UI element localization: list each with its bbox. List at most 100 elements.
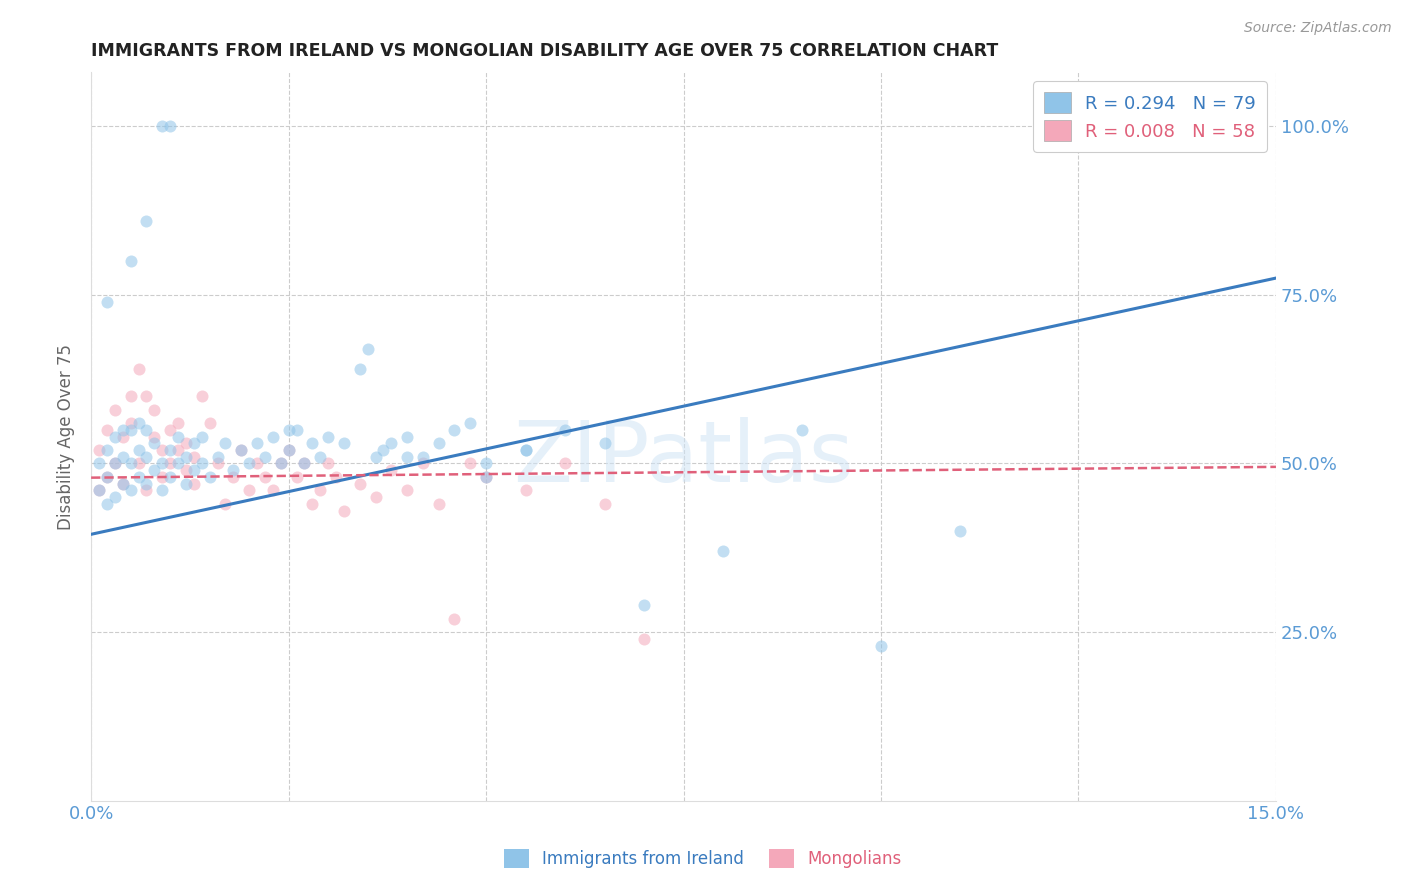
Legend: Immigrants from Ireland, Mongolians: Immigrants from Ireland, Mongolians [498, 842, 908, 875]
Point [96, 470, 118, 484]
Point [475, 457, 498, 471]
Point [174, 450, 197, 464]
Point [198, 470, 221, 484]
Legend: R = 0.294   N = 79, R = 0.008   N = 58: R = 0.294 N = 79, R = 0.008 N = 58 [1033, 81, 1267, 152]
Point [309, 450, 332, 464]
Point [238, 457, 260, 471]
Point [120, 483, 142, 498]
Point [96, 423, 118, 437]
Point [174, 476, 197, 491]
Point [475, 470, 498, 484]
Point [96, 442, 118, 457]
Point [104, 490, 127, 504]
Point [128, 457, 150, 471]
Point [349, 476, 371, 491]
Point [150, 470, 173, 484]
Point [333, 504, 356, 518]
Point [96, 497, 118, 511]
Point [222, 470, 245, 484]
Point [135, 483, 157, 498]
Point [222, 463, 245, 477]
Point [277, 442, 299, 457]
Point [143, 429, 166, 443]
Point [183, 436, 205, 450]
Point [711, 544, 734, 558]
Point [515, 442, 537, 457]
Point [167, 457, 190, 471]
Point [104, 429, 127, 443]
Point [380, 463, 402, 477]
Point [554, 457, 576, 471]
Point [111, 476, 134, 491]
Point [285, 470, 308, 484]
Point [96, 294, 118, 309]
Point [301, 436, 323, 450]
Point [294, 457, 316, 471]
Point [135, 450, 157, 464]
Point [120, 254, 142, 268]
Point [356, 342, 378, 356]
Point [104, 402, 127, 417]
Point [159, 120, 181, 134]
Y-axis label: Disability Age Over 75: Disability Age Over 75 [58, 343, 75, 530]
Point [135, 213, 157, 227]
Point [231, 442, 253, 457]
Point [167, 442, 190, 457]
Point [870, 639, 893, 653]
Point [143, 463, 166, 477]
Point [380, 436, 402, 450]
Point [458, 457, 481, 471]
Point [159, 423, 181, 437]
Point [87, 457, 110, 471]
Point [214, 436, 236, 450]
Point [515, 483, 537, 498]
Point [207, 450, 229, 464]
Point [633, 632, 655, 646]
Point [253, 470, 276, 484]
Point [443, 611, 465, 625]
Point [593, 497, 616, 511]
Point [316, 457, 339, 471]
Point [150, 457, 173, 471]
Point [214, 497, 236, 511]
Point [159, 470, 181, 484]
Point [190, 457, 212, 471]
Point [96, 470, 118, 484]
Point [949, 524, 972, 538]
Point [150, 483, 173, 498]
Point [128, 362, 150, 376]
Point [150, 120, 173, 134]
Point [238, 483, 260, 498]
Point [270, 457, 292, 471]
Point [120, 423, 142, 437]
Point [128, 470, 150, 484]
Point [396, 450, 419, 464]
Point [128, 442, 150, 457]
Point [87, 442, 110, 457]
Point [167, 416, 190, 430]
Point [458, 416, 481, 430]
Point [143, 436, 166, 450]
Point [396, 429, 419, 443]
Point [143, 402, 166, 417]
Point [294, 457, 316, 471]
Point [246, 457, 269, 471]
Point [104, 457, 127, 471]
Text: IMMIGRANTS FROM IRELAND VS MONGOLIAN DISABILITY AGE OVER 75 CORRELATION CHART: IMMIGRANTS FROM IRELAND VS MONGOLIAN DIS… [91, 42, 998, 60]
Point [277, 423, 299, 437]
Point [183, 476, 205, 491]
Point [190, 429, 212, 443]
Point [633, 598, 655, 612]
Point [412, 450, 434, 464]
Point [207, 457, 229, 471]
Point [285, 423, 308, 437]
Point [135, 423, 157, 437]
Point [120, 416, 142, 430]
Point [364, 490, 387, 504]
Point [167, 429, 190, 443]
Point [159, 442, 181, 457]
Point [128, 416, 150, 430]
Point [262, 429, 284, 443]
Point [111, 450, 134, 464]
Point [309, 483, 332, 498]
